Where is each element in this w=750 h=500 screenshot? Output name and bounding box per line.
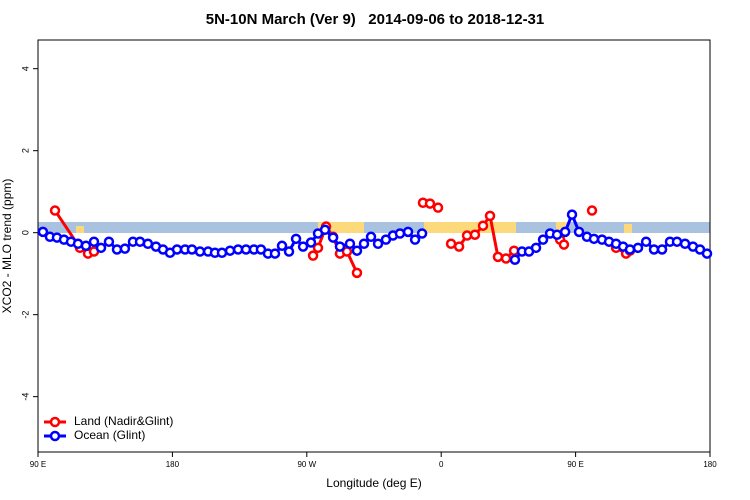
- data-point: [103, 236, 115, 247]
- data-point: [312, 242, 324, 254]
- data-point: [537, 234, 549, 245]
- data-point: [194, 246, 206, 257]
- data-point: [624, 244, 636, 255]
- data-point: [327, 232, 339, 243]
- y-tick-label: -4: [20, 393, 30, 401]
- data-point: [49, 205, 61, 216]
- chart-title: 5N-10N March (Ver 9) 2014-09-06 to 2018-…: [206, 11, 545, 28]
- data-point: [648, 244, 660, 255]
- x-tick-label: 0: [439, 460, 444, 469]
- x-tick-label: 90 E: [567, 460, 583, 469]
- series: [37, 209, 713, 265]
- data-point: [416, 228, 428, 239]
- data-point: [640, 236, 652, 247]
- legend-label: Ocean (Glint): [74, 428, 145, 442]
- data-point: [224, 245, 236, 256]
- land-ocean-band: [38, 222, 710, 233]
- x-tick-label: 180: [166, 460, 180, 469]
- data-point: [588, 233, 600, 245]
- data-point: [307, 250, 319, 261]
- y-tick-label: 2: [20, 148, 30, 153]
- data-point: [365, 231, 377, 243]
- x-tick-label: 180: [703, 460, 717, 469]
- data-point: [559, 226, 571, 238]
- data-point: [276, 240, 288, 252]
- legend-label: Land (Nadir&Glint): [74, 414, 173, 428]
- data-point: [566, 209, 578, 220]
- data-point: [671, 236, 683, 247]
- data-point: [477, 220, 489, 231]
- data-point: [351, 245, 363, 256]
- data-point: [283, 246, 295, 257]
- land-band: [624, 224, 632, 233]
- legend: Land (Nadir&Glint)Ocean (Glint): [44, 414, 173, 442]
- data-point: [632, 242, 644, 254]
- data-point: [492, 251, 504, 263]
- data-point: [358, 238, 370, 249]
- data-point: [319, 224, 331, 236]
- land-band: [556, 222, 568, 233]
- x-tick-label: 90 E: [30, 460, 46, 469]
- data-point: [484, 210, 496, 222]
- data-point: [558, 239, 570, 250]
- land-band: [318, 222, 364, 233]
- data-point: [372, 238, 384, 249]
- data-point: [551, 229, 563, 240]
- data-point: [186, 244, 198, 255]
- x-tick-label: 90 W: [297, 460, 316, 469]
- y-axis-label: XCO2 - MLO trend (ppm): [0, 179, 14, 314]
- data-point: [80, 240, 92, 252]
- data-point: [394, 228, 406, 239]
- data-point: [701, 248, 713, 259]
- data-point: [305, 237, 317, 248]
- data-point: [269, 248, 281, 259]
- data-point: [586, 205, 598, 216]
- data-point: [469, 229, 481, 240]
- data-point: [37, 226, 49, 238]
- y-tick-label: -2: [20, 311, 30, 319]
- data-point: [656, 244, 668, 255]
- data-point: [171, 244, 183, 255]
- land-band: [424, 222, 516, 233]
- ocean-band: [38, 222, 710, 233]
- data-point: [216, 247, 228, 259]
- data-point: [445, 238, 457, 249]
- data-point: [432, 202, 444, 213]
- data-point: [297, 241, 309, 252]
- data-point: [95, 242, 107, 254]
- data-point: [290, 233, 302, 245]
- data-point: [402, 226, 414, 238]
- legend-marker: [49, 430, 61, 442]
- data-point: [453, 241, 465, 252]
- data-point: [573, 226, 585, 238]
- data-point: [530, 242, 542, 254]
- data-point: [334, 241, 346, 252]
- data-point: [424, 198, 436, 209]
- data-point: [509, 254, 521, 265]
- data-point: [500, 253, 512, 264]
- data-point: [142, 238, 154, 249]
- land-band: [76, 226, 84, 233]
- plot-frame: [37, 39, 711, 453]
- data-point: [409, 234, 421, 245]
- data-point: [344, 238, 356, 249]
- y-tick-label: 4: [20, 66, 30, 71]
- data-point: [119, 243, 131, 254]
- data-point: [88, 236, 100, 247]
- x-axis-label: Longitude (deg E): [326, 476, 421, 490]
- y-tick-label: 0: [20, 230, 30, 235]
- data-point: [351, 267, 363, 279]
- legend-marker: [49, 416, 61, 428]
